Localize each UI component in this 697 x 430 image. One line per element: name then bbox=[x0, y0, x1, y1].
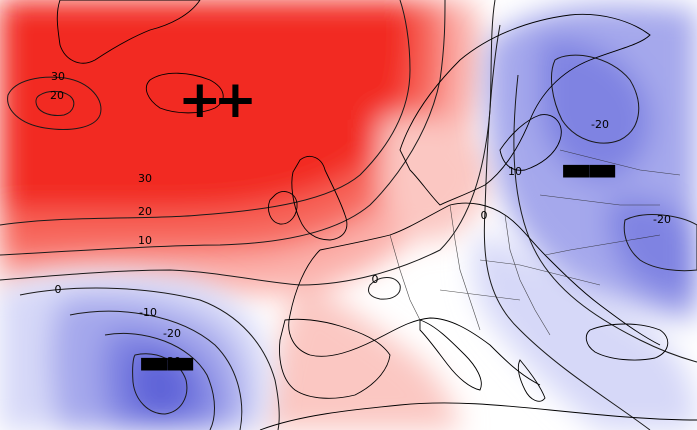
contour-label: 30 bbox=[138, 172, 152, 185]
contour-label: 0 bbox=[55, 283, 62, 296]
contour-label: 10 bbox=[138, 234, 152, 247]
contour-label: -20 bbox=[591, 118, 609, 131]
country-borders bbox=[389, 149, 681, 336]
positive-anomaly-field bbox=[0, 0, 491, 430]
ireland-coast bbox=[268, 191, 298, 225]
iceland-high-marker: ++ bbox=[178, 70, 257, 130]
negative-anomaly-field bbox=[0, 4, 697, 430]
contour-label: 10 bbox=[508, 165, 522, 178]
contour-label: 0 bbox=[372, 273, 379, 286]
contour-label: 30 bbox=[51, 70, 65, 83]
contour-labels: 30 20 30 20 10 0 0 0 -10 -20 -30 10 0 -2… bbox=[50, 70, 671, 368]
contour-label: 20 bbox=[50, 89, 64, 102]
contour-label: -20 bbox=[653, 213, 671, 226]
azores-low-marker: ▬▬ bbox=[138, 342, 196, 382]
contour-label: 20 bbox=[138, 205, 152, 218]
contour-label: -30 bbox=[163, 355, 181, 368]
scandinavia-coast bbox=[399, 13, 651, 206]
contour-label: -20 bbox=[163, 327, 181, 340]
black-sea-coast bbox=[585, 323, 669, 361]
russia-low-marker: ▬▬ bbox=[560, 149, 618, 189]
iceland-coast bbox=[146, 72, 224, 114]
contour-label: -10 bbox=[139, 306, 157, 319]
contour-label: 0 bbox=[481, 209, 488, 222]
greece-coast bbox=[517, 359, 546, 402]
coastlines bbox=[56, 0, 697, 430]
baltic-coast bbox=[499, 114, 562, 171]
italy-coast bbox=[419, 319, 482, 391]
north-africa-coast bbox=[259, 402, 697, 430]
iberia-coast bbox=[279, 318, 391, 399]
greenland-coast bbox=[56, 0, 201, 64]
